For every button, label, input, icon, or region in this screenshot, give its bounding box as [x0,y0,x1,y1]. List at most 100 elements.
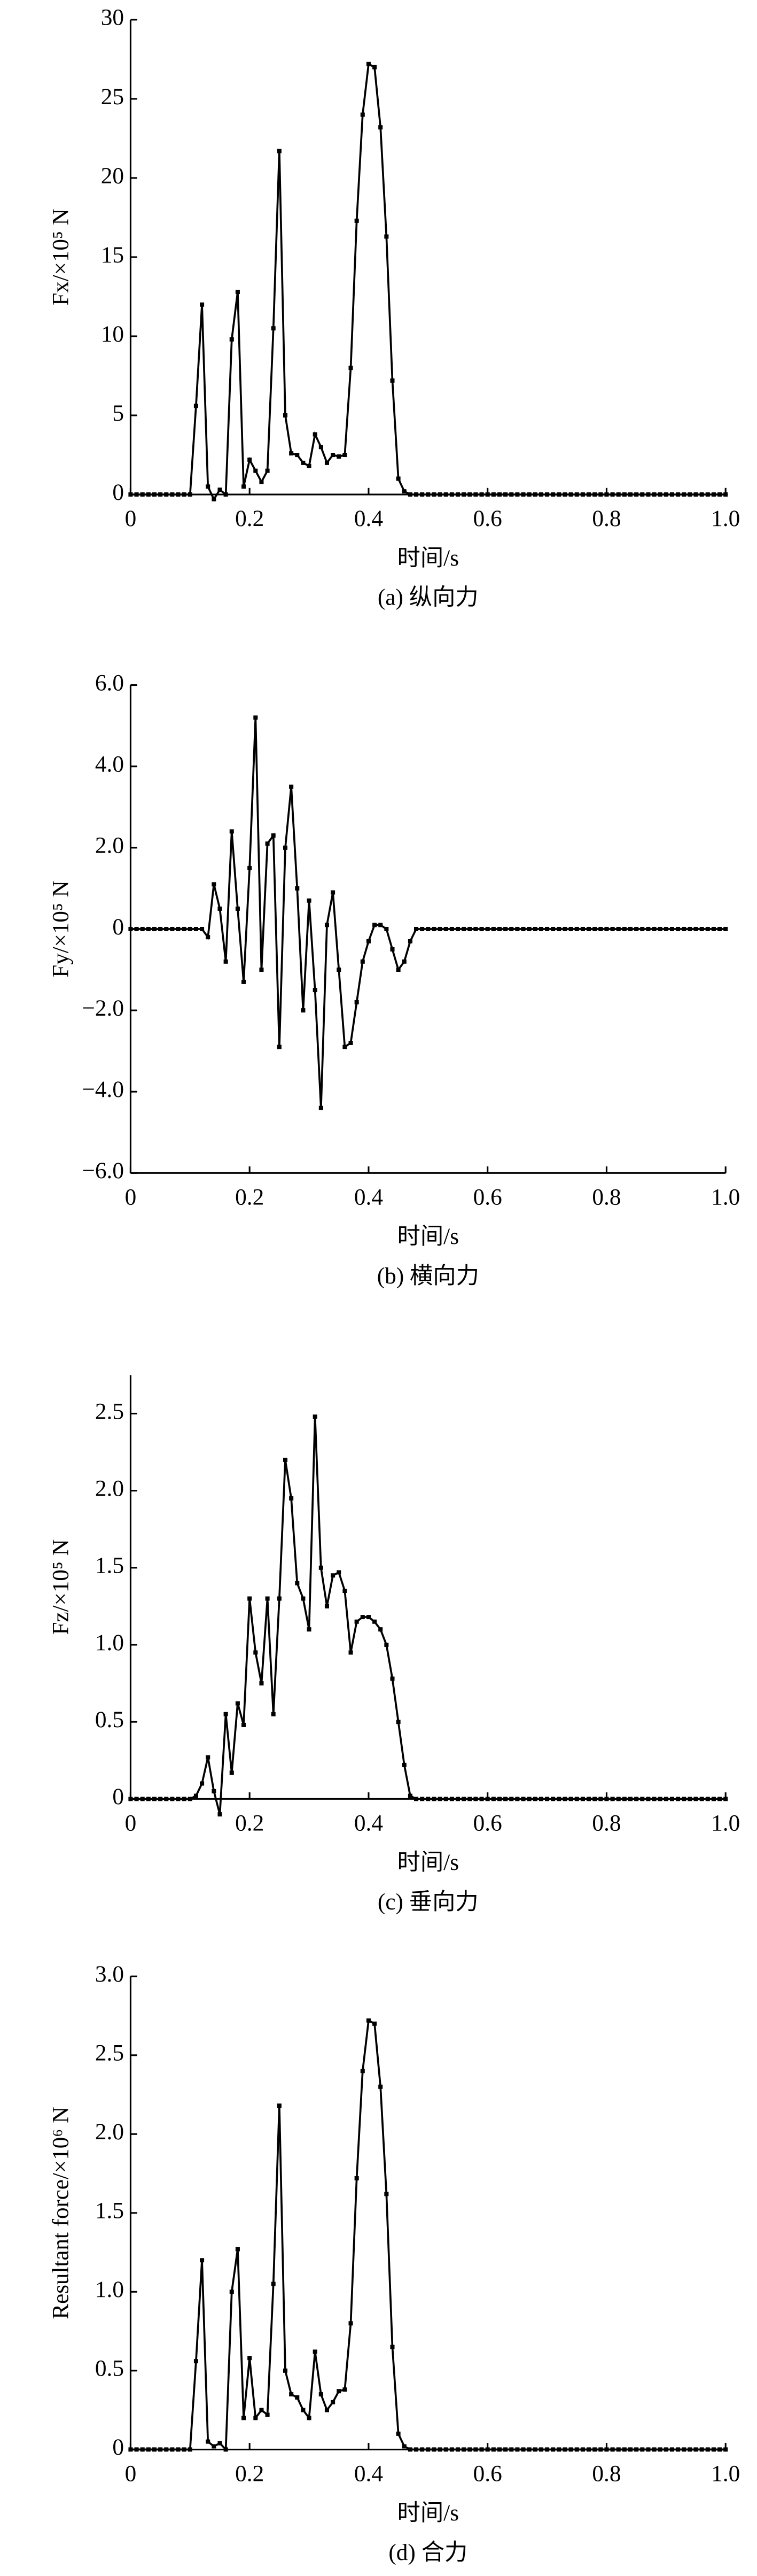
data-point [390,947,395,952]
data-point [438,492,442,497]
data-point [455,2447,461,2452]
data-point [723,492,728,497]
caption: (b) 横向力 [377,1264,479,1289]
data-point [580,1797,585,1801]
data-point [693,1797,698,1801]
data-point [372,1619,377,1624]
data-point [283,845,288,850]
data-point [307,2416,311,2420]
data-point [682,2447,686,2452]
data-point [318,445,323,450]
data-point [705,926,710,931]
data-point [711,926,716,931]
data-point [324,460,329,465]
data-point [479,926,484,931]
data-point [443,492,448,497]
data-point [515,2447,520,2452]
data-point [640,2447,645,2452]
data-point [682,926,686,931]
x-tick-label: 1.0 [711,1811,740,1836]
data-point [337,1570,341,1575]
data-point [449,2447,454,2452]
data-point [563,1797,567,1801]
data-point [432,2447,436,2452]
data-point [331,453,335,458]
data-point [301,1596,306,1601]
data-point [479,2447,484,2452]
data-point [592,492,597,497]
data-point [521,926,526,931]
x-tick-label: 0.6 [473,506,502,531]
data-point [217,488,222,492]
data-point [503,492,508,497]
data-point [676,1797,681,1801]
x-tick-label: 1.0 [711,2462,740,2487]
data-point [396,2431,401,2436]
data-point [568,926,573,931]
x-tick-label: 1.0 [711,506,740,531]
x-tick-label: 1.0 [711,1185,740,1210]
data-point [337,454,341,459]
data-point [664,492,668,497]
data-point [212,497,216,501]
data-point [628,2447,633,2452]
data-point [527,2447,532,2452]
data-point [669,2447,674,2452]
data-point [342,1045,347,1049]
data-point [610,1797,615,1801]
data-point [587,2447,591,2452]
data-point [253,1650,258,1655]
data-point [229,829,234,834]
data-point [414,1797,419,1801]
data-point [402,489,407,494]
data-point [152,2447,157,2452]
data-point [699,492,704,497]
data-point [188,1797,192,1801]
data-point [485,492,490,497]
data-point [462,492,466,497]
data-point [467,2447,472,2452]
data-point [193,926,198,931]
x-tick-label: 0.2 [235,1185,264,1210]
data-point [515,1797,520,1801]
data-point [711,492,716,497]
data-point [384,1642,389,1647]
x-tick-label: 0.4 [354,506,383,531]
data-point [188,926,192,931]
data-point [503,1797,508,1801]
data-point [384,926,389,931]
data-point [634,2447,639,2452]
data-point [128,926,133,931]
data-point [574,492,579,497]
data-point [318,1105,323,1110]
data-point [295,1581,300,1585]
data-point [247,2356,252,2361]
data-point [354,2176,359,2180]
chart-panel: −6.0 −4.0 −2.0 0 2.0 4.0 6.0 0 0.2 0.4 0.6 0.8 1.0 时间… [48,671,740,1289]
data-point [563,2447,567,2452]
data-point [235,1701,240,1706]
data-point [200,302,205,307]
data-point [206,484,210,489]
data-point [146,926,151,931]
data-point [521,492,526,497]
data-point [652,492,657,497]
data-point [622,1797,627,1801]
data-point [342,2387,347,2392]
data-point [283,2368,288,2373]
data-point [140,926,145,931]
data-point [348,1040,353,1045]
data-point [497,2447,502,2452]
data-point [676,492,681,497]
data-point [574,2447,579,2452]
data-point [384,234,389,239]
data-point [360,959,365,964]
data-point [557,492,561,497]
data-point [354,218,359,223]
data-point [223,2447,228,2452]
data-point [545,926,550,931]
data-point [217,906,222,911]
data-point [200,2258,205,2263]
x-axis-label: 时间/s [397,1224,459,1249]
data-point [723,926,728,931]
